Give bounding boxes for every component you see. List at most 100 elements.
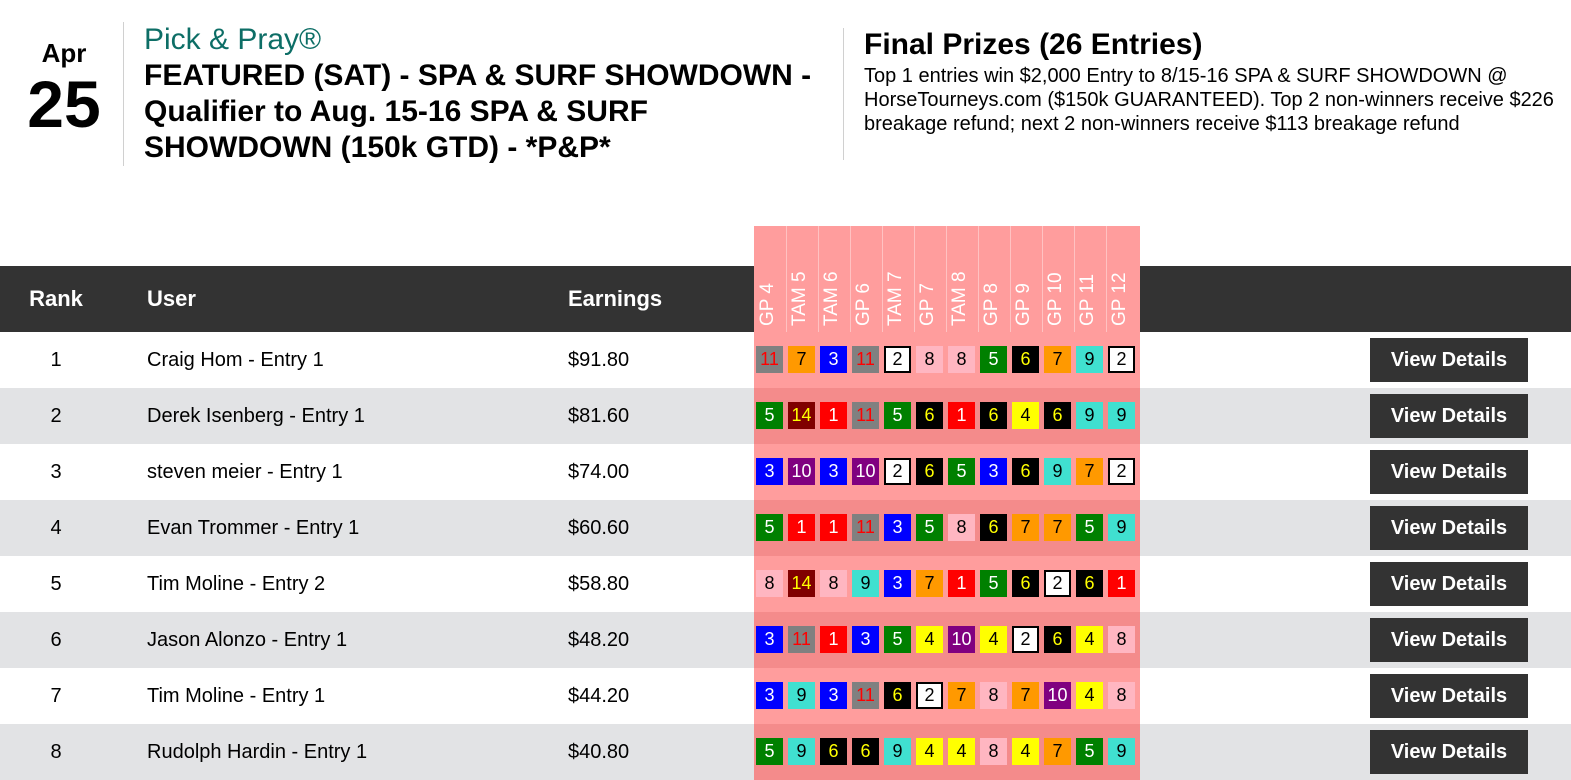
pick-saddle-cloth: 5 (884, 402, 911, 429)
view-details-button[interactable]: View Details (1370, 562, 1528, 606)
view-details-button[interactable]: View Details (1370, 730, 1528, 774)
pick-saddle-cloth: 11 (852, 346, 879, 373)
pick-saddle-cloth: 9 (1076, 402, 1103, 429)
pick-saddle-cloth: 10 (948, 626, 975, 653)
pick-saddle-cloth: 5 (980, 346, 1007, 373)
pick-saddle-cloth: 7 (1044, 514, 1071, 541)
pick-saddle-cloth: 3 (820, 346, 847, 373)
user-column-header: User (147, 286, 196, 311)
prizes-title: Final Prizes (26 Entries) (864, 28, 1203, 61)
pick-saddle-cloth: 8 (1108, 626, 1135, 653)
pick-saddle-cloth: 5 (756, 738, 783, 765)
pick-saddle-cloth: 7 (1012, 682, 1039, 709)
pick-saddle-cloth: 4 (980, 626, 1007, 653)
pick-saddle-cloth: 6 (1012, 570, 1039, 597)
pick-saddle-cloth: 5 (916, 514, 943, 541)
pick-saddle-cloth: 8 (948, 346, 975, 373)
pick-saddle-cloth: 1 (820, 626, 847, 653)
pick-saddle-cloth: 2 (1044, 570, 1071, 597)
table-row: 7 Tim Moline - Entry 1 $44.20 3 9 3 11 6 2 7 8 7 10 4… (0, 668, 1571, 724)
row-picks-background (754, 388, 1140, 444)
pick-saddle-cloth: 11 (788, 626, 815, 653)
table-row: 3 steven meier - Entry 1 $74.00 3 10 3 10 2 6 5 3 6… (0, 444, 1571, 500)
view-details-button[interactable]: View Details (1370, 674, 1528, 718)
view-details-button[interactable]: View Details (1370, 450, 1528, 494)
race-header: GP 8 (979, 226, 1011, 332)
user-cell: Derek Isenberg - Entry 1 (147, 405, 365, 427)
pick-saddle-cloth: 6 (820, 738, 847, 765)
race-header-label: GP 12 (1109, 272, 1130, 326)
pick-saddle-cloth: 5 (1076, 738, 1103, 765)
pick-saddle-cloth: 8 (756, 570, 783, 597)
pick-saddle-cloth: 3 (884, 570, 911, 597)
pick-saddle-cloth: 5 (756, 402, 783, 429)
race-header-label: GP 7 (917, 283, 938, 326)
view-details-button[interactable]: View Details (1370, 394, 1528, 438)
pick-saddle-cloth: 5 (980, 570, 1007, 597)
view-details-button[interactable]: View Details (1370, 506, 1528, 550)
pick-saddle-cloth: 2 (884, 346, 911, 373)
race-header-separator (818, 226, 819, 332)
date-day: 25 (27, 67, 101, 141)
pick-saddle-cloth: 4 (1076, 682, 1103, 709)
earnings-cell: $74.00 (568, 461, 630, 483)
view-details-button[interactable]: View Details (1370, 338, 1528, 382)
pick-saddle-cloth: 4 (1012, 402, 1039, 429)
date-month: Apr (41, 38, 87, 68)
row-picks-background (754, 444, 1140, 500)
event-title-block: Pick & Pray® FEATURED (SAT) - SPA & SURF… (144, 22, 834, 166)
rank-cell: 3 (50, 461, 62, 483)
earnings-cell: $81.60 (568, 405, 630, 427)
pick-saddle-cloth: 6 (1012, 458, 1039, 485)
pick-saddle-cloth: 1 (948, 570, 975, 597)
race-header: GP 4 (755, 226, 787, 332)
pick-saddle-cloth: 1 (1108, 570, 1135, 597)
row-picks-background (754, 332, 1140, 388)
pick-saddle-cloth: 3 (756, 458, 783, 485)
table-row: 2 Derek Isenberg - Entry 1 $81.60 5 14 1 11 5 6 1… (0, 388, 1571, 444)
race-header-label: TAM 6 (821, 271, 842, 326)
pick-saddle-cloth: 3 (820, 458, 847, 485)
prizes-block: Final Prizes (26 Entries) Top 1 entries … (864, 28, 1554, 136)
view-details-button[interactable]: View Details (1370, 618, 1528, 662)
race-header: TAM 5 (787, 226, 819, 332)
race-header-label: TAM 5 (789, 271, 810, 326)
pick-saddle-cloth: 4 (916, 738, 943, 765)
race-header-separator (1106, 226, 1107, 332)
user-cell: Craig Hom - Entry 1 (147, 349, 324, 371)
pick-saddle-cloth: 6 (916, 458, 943, 485)
race-header-separator (914, 226, 915, 332)
race-header-label: GP 11 (1077, 273, 1098, 326)
user-cell: Evan Trommer - Entry 1 (147, 517, 360, 539)
pick-saddle-cloth: 2 (1012, 626, 1039, 653)
pick-saddle-cloth: 8 (980, 738, 1007, 765)
pick-saddle-cloth: 5 (756, 514, 783, 541)
pick-saddle-cloth: 9 (884, 738, 911, 765)
pick-saddle-cloth: 5 (948, 458, 975, 485)
race-header: GP 11 (1075, 226, 1107, 332)
race-header-separator (882, 226, 883, 332)
pick-saddle-cloth: 8 (820, 570, 847, 597)
row-picks-background (754, 724, 1140, 780)
pick-saddle-cloth: 9 (852, 570, 879, 597)
row-picks-background (754, 500, 1140, 556)
race-header-separator (1042, 226, 1043, 332)
pick-saddle-cloth: 8 (916, 346, 943, 373)
earnings-cell: $60.60 (568, 517, 630, 539)
pick-saddle-cloth: 6 (1044, 626, 1071, 653)
race-header-separator (946, 226, 947, 332)
prizes-text: Top 1 entries win $2,000 Entry to 8/15-1… (864, 65, 1554, 135)
race-header: GP 7 (915, 226, 947, 332)
race-header-separator (786, 226, 787, 332)
pick-saddle-cloth: 9 (788, 682, 815, 709)
race-header: GP 12 (1107, 226, 1139, 332)
event-date: Apr 25 (24, 38, 104, 140)
pick-saddle-cloth: 2 (1108, 458, 1135, 485)
pick-saddle-cloth: 6 (916, 402, 943, 429)
pick-saddle-cloth: 7 (916, 570, 943, 597)
pick-saddle-cloth: 10 (1044, 682, 1071, 709)
pick-saddle-cloth: 14 (788, 570, 815, 597)
pick-saddle-cloth: 8 (1108, 682, 1135, 709)
race-header-label: GP 9 (1013, 283, 1034, 326)
pick-saddle-cloth: 7 (1076, 458, 1103, 485)
